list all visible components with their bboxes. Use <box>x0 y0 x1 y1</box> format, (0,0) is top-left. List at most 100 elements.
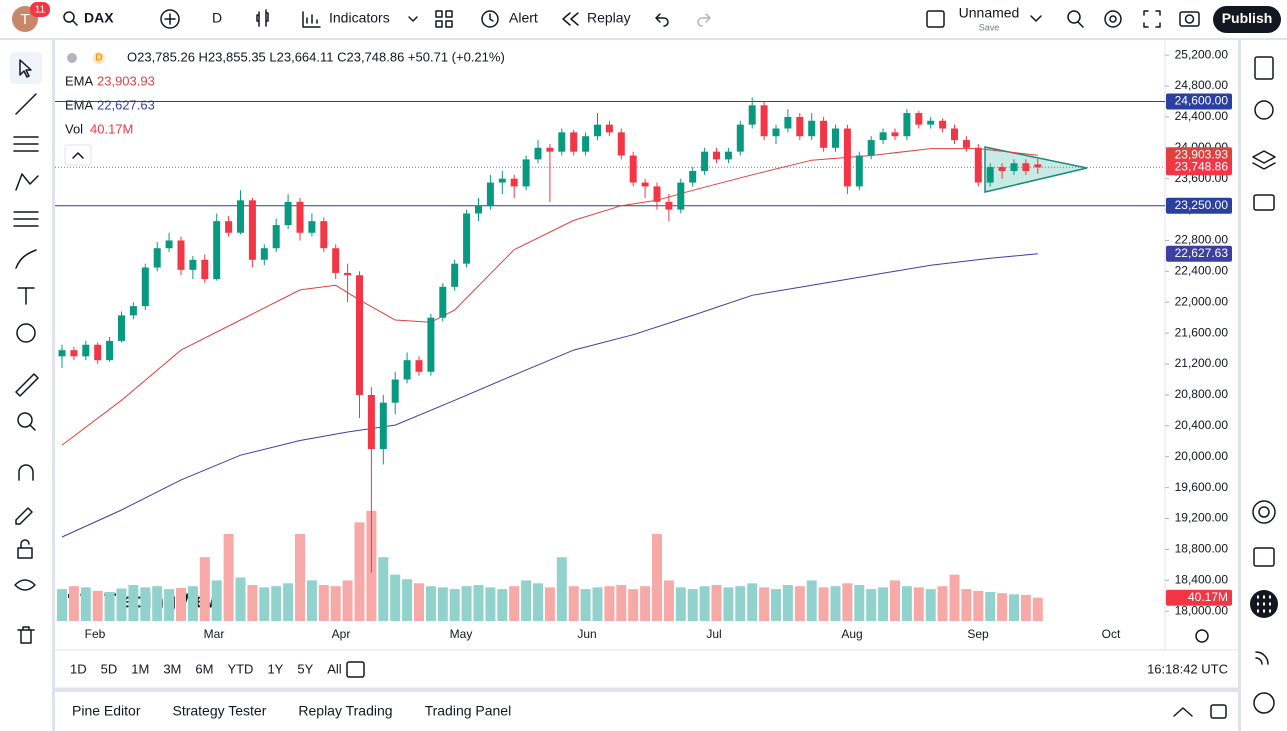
replay-icon[interactable] <box>562 12 579 26</box>
volume-bar <box>473 585 484 621</box>
candle-body <box>118 315 125 341</box>
watchlist[interactable] <box>1254 56 1274 80</box>
timeframe-button[interactable]: 3M <box>163 661 181 676</box>
fullscreen[interactable] <box>1143 10 1161 28</box>
x-tick-label: Mar <box>204 627 225 641</box>
replay-button[interactable]: Replay <box>587 10 631 26</box>
interval-button[interactable]: D <box>212 10 222 26</box>
maximize-panel[interactable] <box>1210 704 1227 719</box>
candle-body <box>344 272 352 276</box>
panel-tab[interactable]: Pine Editor <box>72 703 141 719</box>
fib-tool[interactable] <box>13 136 39 152</box>
save-label[interactable]: Save <box>979 22 1000 32</box>
timeframe-button[interactable]: 5D <box>101 661 118 676</box>
volume-bar <box>176 587 186 621</box>
axis-settings[interactable] <box>1195 629 1209 643</box>
compare-button[interactable] <box>160 9 180 29</box>
volume-bar <box>187 586 198 621</box>
candle-body <box>189 259 197 270</box>
panel-tab[interactable]: Strategy Tester <box>172 703 266 719</box>
zoom-tool[interactable] <box>17 412 33 428</box>
timeframe-button[interactable]: 6M <box>195 661 213 676</box>
layers[interactable] <box>1252 150 1276 170</box>
candle-body <box>201 259 209 280</box>
templates-icon[interactable] <box>435 10 443 18</box>
candle-body <box>558 132 566 152</box>
dropdown <box>408 16 418 22</box>
layout-name[interactable]: Unnamed <box>959 5 1020 21</box>
chat[interactable] <box>1253 194 1275 211</box>
delete-tool[interactable] <box>17 626 35 644</box>
brush-tool[interactable] <box>15 249 37 269</box>
date-range[interactable] <box>346 661 365 678</box>
volume-bar <box>890 580 900 621</box>
indicators-button[interactable]: Indicators <box>329 10 390 26</box>
panel-tab[interactable]: Trading Panel <box>425 703 512 719</box>
lock-drawings[interactable] <box>15 507 33 525</box>
x-tick-label: Sep <box>967 627 989 641</box>
cursor-tool[interactable] <box>19 59 32 78</box>
snapshot <box>1184 14 1195 24</box>
volume-bar <box>747 583 758 621</box>
candle-body <box>213 221 221 280</box>
candle-body <box>570 132 578 152</box>
timeframe-button[interactable]: YTD <box>227 661 253 676</box>
timeframe-button[interactable]: 1M <box>131 661 149 676</box>
collapse-legend[interactable] <box>64 144 92 166</box>
timeframe-button[interactable]: All <box>327 661 342 676</box>
timeframe-button[interactable]: 1Y <box>267 661 283 676</box>
y-tick-label: 20,400.00 <box>1175 418 1229 432</box>
volume-bar <box>866 589 877 621</box>
alert-button[interactable]: Alert <box>509 10 538 26</box>
volume-bar <box>437 587 448 621</box>
visibility-tool[interactable] <box>14 579 36 591</box>
settings[interactable] <box>1104 10 1122 28</box>
volume-bar <box>782 585 793 621</box>
quick-search[interactable] <box>1067 10 1081 24</box>
help[interactable] <box>1253 692 1275 714</box>
feed[interactable] <box>1255 651 1269 665</box>
volume-bar <box>140 587 151 621</box>
y-tick-label: 18,000.00 <box>1175 603 1229 617</box>
lock-tool[interactable] <box>17 547 33 559</box>
ruler-tool[interactable] <box>15 373 39 397</box>
layout-icon[interactable] <box>926 10 945 28</box>
symbol[interactable]: DAX <box>84 10 114 26</box>
alerts[interactable] <box>1254 100 1274 120</box>
candle-body <box>367 394 375 450</box>
triangle-pattern[interactable] <box>984 146 1088 193</box>
indicators-icon[interactable] <box>302 11 321 28</box>
volume-bar <box>711 585 722 621</box>
candle-body <box>534 147 542 160</box>
ema-line <box>61 253 1038 538</box>
volume-bar <box>378 557 389 621</box>
timeframe-button[interactable]: 1D <box>70 661 87 676</box>
forecast-tool[interactable] <box>13 211 39 227</box>
publish-button[interactable] <box>1213 6 1281 33</box>
redo[interactable] <box>697 13 711 27</box>
candle-body <box>129 306 137 316</box>
target[interactable] <box>1252 500 1276 524</box>
search-icon[interactable] <box>63 11 75 23</box>
undo[interactable] <box>655 13 669 27</box>
volume-bar <box>306 580 317 621</box>
text-tool[interactable] <box>17 287 35 305</box>
emoji-tool[interactable] <box>16 323 36 343</box>
chart-type-button[interactable] <box>256 9 269 27</box>
panel-tab[interactable]: Replay Trading <box>298 703 392 719</box>
candle-body <box>701 151 709 171</box>
candle-body <box>772 128 780 137</box>
trendline-tool[interactable] <box>15 93 37 115</box>
quick-search <box>1077 21 1084 28</box>
calendar[interactable] <box>1253 547 1275 567</box>
alert-icon[interactable] <box>481 10 499 28</box>
pattern-tool[interactable] <box>15 173 39 191</box>
collapse-panel[interactable] <box>1173 707 1193 717</box>
magnet-tool[interactable] <box>18 464 34 481</box>
volume-bar <box>592 587 603 621</box>
legend-ema-value: 23,903.93 <box>97 73 155 88</box>
y-tick-label: 25,200.00 <box>1175 47 1229 61</box>
snapshot[interactable] <box>1179 11 1200 27</box>
timeframe-button[interactable]: 5Y <box>297 661 313 676</box>
